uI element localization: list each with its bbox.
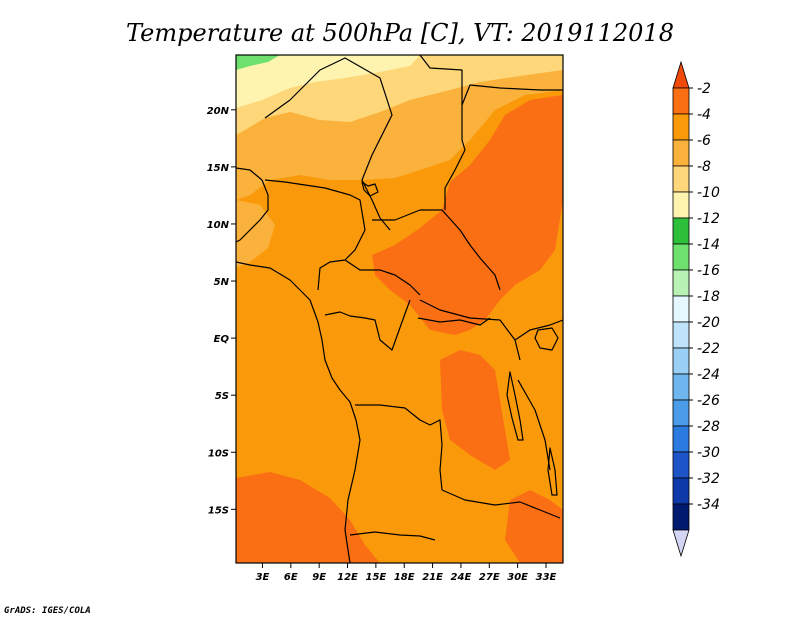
border-nigeria-cameroon	[264, 179, 366, 291]
lake-chad	[361, 181, 379, 197]
x-tick-label: 33E	[536, 572, 557, 583]
warm-region-southeast	[505, 490, 563, 563]
border-west-africa	[236, 167, 269, 243]
border-zambia	[441, 489, 561, 519]
y-tick-label: 20N	[207, 106, 230, 117]
border-angola-namibia	[349, 531, 436, 541]
coolest-region-northwest	[236, 55, 420, 108]
colorbar-swatch	[672, 425, 690, 453]
colorbar-label: -32	[697, 471, 720, 487]
colorbar-label: -24	[697, 367, 720, 383]
colorbar-swatch	[672, 139, 690, 167]
y-tick-label: 5S	[215, 391, 229, 402]
map-frame	[235, 54, 564, 564]
border-tanzania	[517, 379, 551, 471]
colorbar-swatch	[672, 477, 690, 505]
border-libya-egypt	[419, 55, 466, 210]
x-tick-label: 24E	[451, 572, 472, 583]
coastline-west	[236, 261, 361, 563]
colorbar-swatch	[672, 87, 690, 115]
colorbar-label: -6	[697, 133, 711, 149]
lake-malawi	[547, 447, 558, 496]
colorbar-swatch	[672, 217, 690, 245]
colorbar-label: -22	[697, 341, 720, 357]
border-congo-drc	[324, 299, 411, 351]
border-east-africa	[514, 319, 563, 341]
colorbar-label: -14	[697, 237, 720, 253]
colorbar-swatch	[672, 321, 690, 349]
colorbar-swatch	[672, 347, 690, 375]
border-angola-drc	[355, 404, 443, 491]
colorbar-label: -12	[697, 211, 720, 227]
colorbar-swatch	[672, 243, 690, 271]
x-tick-label: 9E	[312, 572, 326, 583]
colorbar-label: -18	[697, 289, 720, 305]
colorbar-label: -30	[697, 445, 720, 461]
lake-tanganyika	[506, 371, 524, 441]
colorbar-label: -16	[697, 263, 720, 279]
y-axis: 20N 15N 10N 5N EQ 5S 10S 15S	[207, 106, 236, 516]
colorbar-label: -26	[697, 393, 720, 409]
border-drc-east	[419, 299, 521, 361]
x-tick-label: 6E	[284, 572, 298, 583]
chart-title: Temperature at 500hPa [C], VT: 201911201…	[126, 19, 674, 47]
colorbar-label: -20	[697, 315, 720, 331]
warm-region-southwest	[236, 472, 380, 563]
x-tick-label: 15E	[365, 572, 386, 583]
green-region-northwest	[236, 55, 280, 70]
colorbar-swatch	[672, 191, 690, 219]
colorbar-swatch	[672, 113, 690, 141]
y-tick-label: 5N	[214, 277, 230, 288]
x-tick-label: 27E	[479, 572, 500, 583]
x-axis: 3E 6E 9E 12E 15E 18E 21E 24E 27E 30E 33E	[256, 563, 557, 583]
y-tick-label: EQ	[214, 334, 230, 345]
x-tick-label: 12E	[337, 572, 358, 583]
cool-region-midwest	[236, 200, 275, 268]
colorbar-swatch	[672, 373, 690, 401]
colorbar-swatch	[672, 399, 690, 427]
colorbar-swatch	[672, 269, 690, 297]
river-congo-bend	[417, 317, 491, 326]
colorbar-label: -34	[697, 497, 720, 513]
colorbar-label: -28	[697, 419, 720, 435]
border-sahara-west	[264, 57, 393, 231]
colorbar-label: -8	[697, 159, 711, 175]
y-tick-label: 10S	[208, 448, 229, 459]
border-chad-car	[372, 209, 501, 291]
colorbar-swatch	[672, 529, 690, 558]
colorbar-swatch	[672, 295, 690, 323]
colorbar-label: -10	[697, 185, 720, 201]
lake-victoria	[534, 327, 559, 351]
grads-credit: GrADS: IGES/COLA	[4, 606, 91, 616]
warm-region-east	[440, 350, 510, 470]
x-tick-label: 3E	[256, 572, 270, 583]
map-plot-area	[236, 55, 563, 563]
x-tick-label: 21E	[422, 572, 443, 583]
y-tick-label: 10N	[207, 220, 230, 231]
colorbar-swatch	[672, 451, 690, 479]
colorbar-swatch	[672, 60, 690, 89]
border-sudan	[461, 84, 563, 106]
colorbar-swatch	[672, 165, 690, 193]
x-tick-label: 30E	[507, 572, 528, 583]
colorbar-label: -2	[697, 81, 711, 97]
colorbar-label: -4	[697, 107, 711, 123]
colorbar-swatch	[672, 503, 690, 531]
y-tick-label: 15S	[208, 505, 229, 516]
x-tick-label: 18E	[394, 572, 415, 583]
border-cameroon-car	[344, 259, 421, 296]
country-borders	[236, 55, 563, 563]
warm-region-central	[372, 95, 563, 335]
y-tick-label: 15N	[207, 163, 230, 174]
colorbar: -2 -4 -6 -8 -10 -12 -14 -16 -18 -20 -22 -24 -26 -28 -3…	[672, 60, 720, 558]
